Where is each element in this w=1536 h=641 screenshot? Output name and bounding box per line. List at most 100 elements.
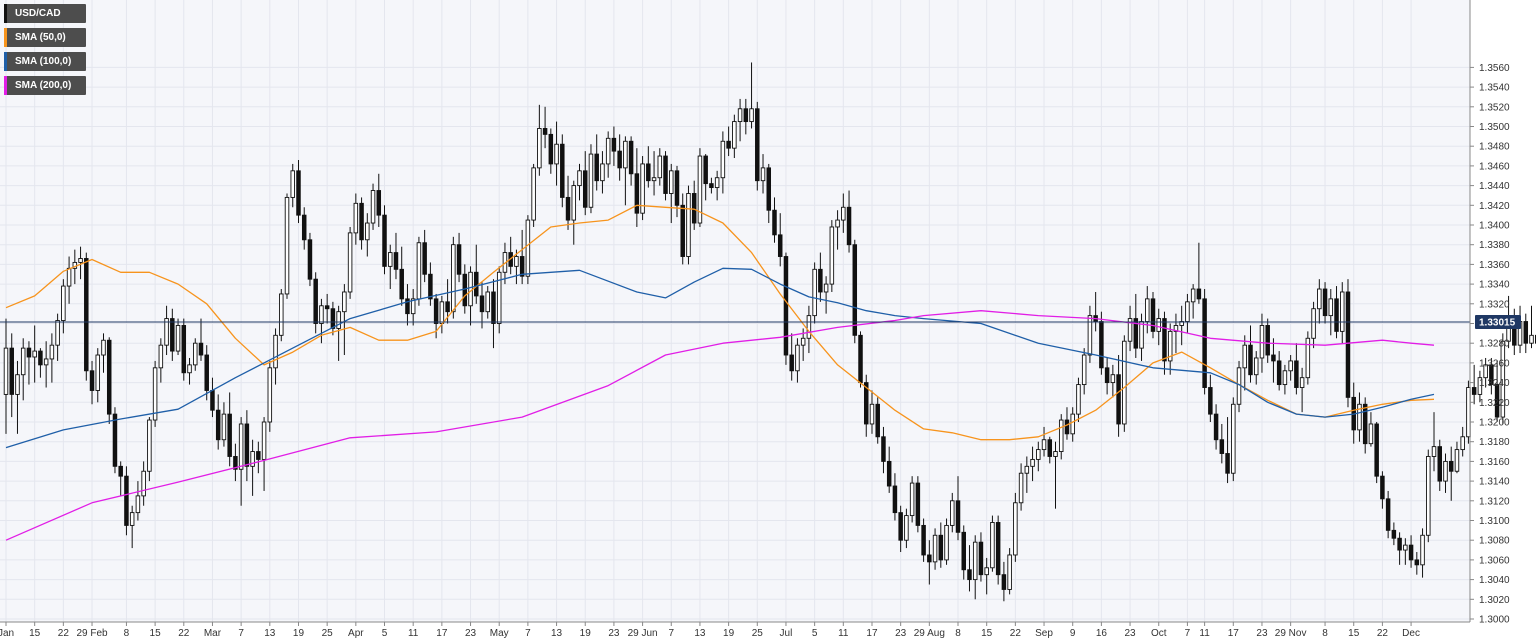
- candle: [703, 154, 708, 201]
- candle: [686, 185, 691, 265]
- y-tick-label: 1.3480: [1479, 142, 1510, 153]
- candle-body-up: [990, 522, 995, 569]
- candle-body-up: [537, 128, 542, 169]
- y-tick-label: 1.3440: [1479, 181, 1510, 192]
- candle-body-up: [732, 121, 737, 149]
- legend-swatch: [4, 28, 7, 47]
- candle: [451, 236, 456, 319]
- candle-body-down: [927, 554, 932, 563]
- candle-body-down: [1064, 419, 1070, 435]
- legend-item-sma-100[interactable]: SMA (100,0): [4, 52, 86, 71]
- candle-body-down: [978, 541, 984, 576]
- candle: [1122, 335, 1127, 432]
- candle: [955, 476, 961, 541]
- y-tick-label: 1.3340: [1479, 280, 1510, 291]
- candle-body-up: [1041, 439, 1047, 451]
- y-tick-label: 1.3200: [1479, 418, 1510, 429]
- candle: [1253, 351, 1259, 385]
- y-tick-label: 1.3500: [1479, 122, 1510, 133]
- candle-body-down: [307, 239, 313, 280]
- candle: [680, 193, 685, 265]
- candle-body-up: [749, 108, 754, 123]
- candle: [78, 246, 83, 280]
- candle: [405, 284, 410, 326]
- candle-body-down: [1208, 387, 1213, 415]
- candle: [1443, 453, 1448, 493]
- candle: [898, 505, 903, 553]
- x-tick-label: 11: [838, 628, 849, 639]
- candle-body-up: [1190, 288, 1196, 303]
- candle: [950, 492, 955, 533]
- candle-body-down: [479, 295, 485, 313]
- candle-body-down: [1294, 360, 1299, 388]
- sma-50-line: [5, 204, 1435, 441]
- candle: [726, 126, 731, 157]
- candle-body-down: [1362, 403, 1368, 445]
- candle: [84, 252, 89, 381]
- candle-body-down: [938, 534, 944, 561]
- candle: [313, 272, 318, 334]
- candle-body-down: [405, 298, 410, 315]
- candle: [365, 213, 370, 257]
- candle-body-up: [164, 318, 169, 346]
- candle-body-down: [491, 291, 496, 324]
- legend-item-sma-200[interactable]: SMA (200,0): [4, 76, 86, 95]
- y-tick-label: 1.3420: [1479, 201, 1510, 212]
- candle-body-down: [1104, 367, 1110, 384]
- candle-body-up: [531, 167, 536, 221]
- candle: [296, 159, 301, 224]
- candle: [43, 341, 49, 388]
- candle: [938, 522, 944, 568]
- candle-body-down: [26, 347, 32, 358]
- candle-body-down: [1116, 374, 1121, 425]
- candle: [1288, 355, 1293, 381]
- x-tick-label: 15: [981, 628, 993, 639]
- x-tick-label: 8: [124, 628, 130, 639]
- candle: [927, 540, 932, 585]
- candle: [623, 136, 628, 206]
- candle-body-up: [175, 325, 181, 352]
- legend-item-usdcad[interactable]: USD/CAD: [4, 4, 86, 23]
- candle-body-down: [227, 413, 232, 457]
- candle-body-down: [674, 170, 680, 206]
- candle: [709, 177, 714, 194]
- candle: [267, 360, 273, 432]
- candle: [1408, 535, 1414, 568]
- legend-label: SMA (50,0): [15, 32, 66, 43]
- candle: [32, 325, 37, 383]
- x-tick-label: 7: [525, 628, 531, 639]
- candle: [496, 266, 502, 334]
- candle-body-up: [1403, 544, 1408, 551]
- candle: [238, 417, 244, 506]
- candle: [1116, 355, 1121, 437]
- candle: [1208, 374, 1213, 422]
- candle: [387, 244, 393, 290]
- legend-item-sma-50[interactable]: SMA (50,0): [4, 28, 86, 47]
- candle: [49, 333, 55, 383]
- candle-body-up: [468, 271, 473, 307]
- candle-body-up: [101, 339, 106, 356]
- x-tick-label: 17: [866, 628, 878, 639]
- legend-swatch: [4, 52, 7, 71]
- candle: [628, 136, 634, 186]
- legend-label: USD/CAD: [15, 8, 61, 19]
- candle-body-down: [244, 423, 250, 467]
- candle-body-up: [1299, 377, 1305, 388]
- candle: [915, 476, 921, 533]
- candle: [1282, 364, 1288, 395]
- candle-body-down: [542, 128, 548, 135]
- candle: [1248, 325, 1253, 383]
- candle-body-down: [582, 170, 588, 208]
- candle-body-down: [1414, 559, 1420, 566]
- candle-body-down: [881, 436, 886, 462]
- candle: [410, 289, 416, 326]
- candle-body-up: [1317, 288, 1322, 310]
- x-tick-label: Apr: [348, 628, 364, 639]
- candle-body-down: [1271, 354, 1276, 362]
- candle: [1334, 286, 1339, 339]
- candle-body-down: [961, 531, 966, 571]
- y-tick-label: 1.3320: [1479, 299, 1510, 310]
- candle: [26, 341, 32, 385]
- candle-body-down: [1133, 318, 1139, 349]
- candle: [605, 131, 611, 178]
